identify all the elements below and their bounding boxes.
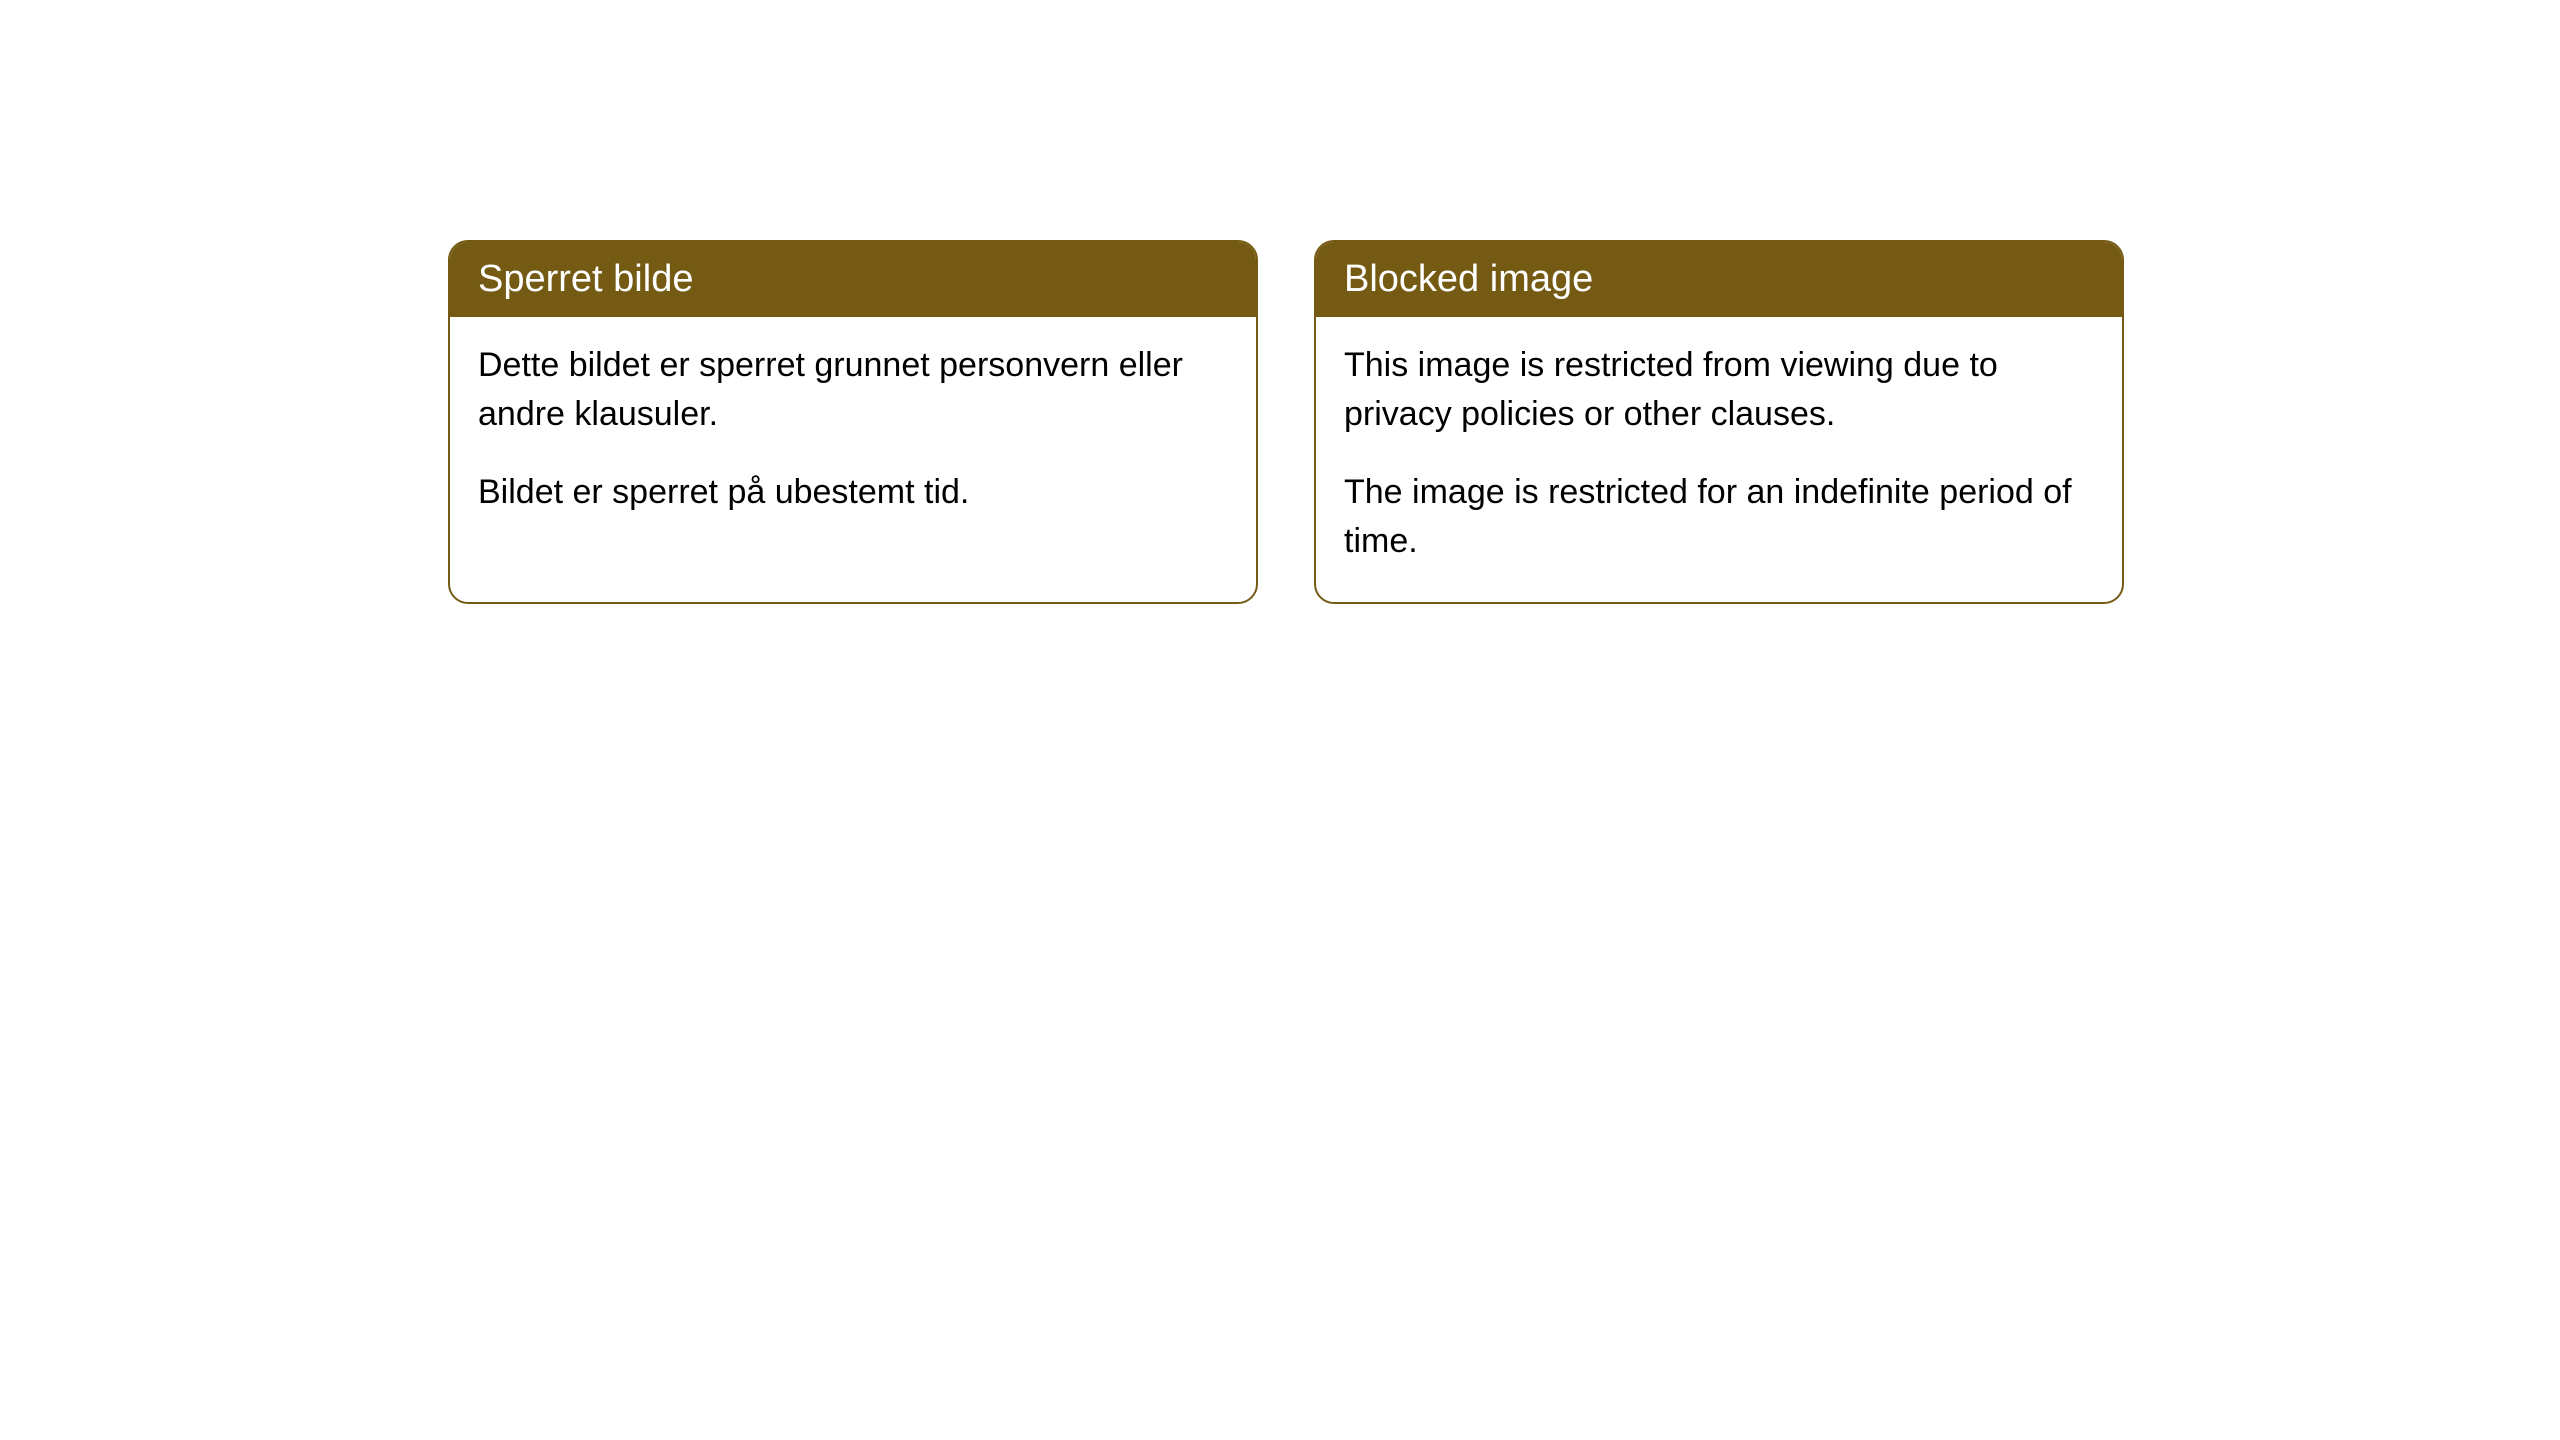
card-paragraph-2: The image is restricted for an indefinit…	[1344, 468, 2094, 567]
card-body-english: This image is restricted from viewing du…	[1316, 317, 2122, 602]
card-paragraph-1: This image is restricted from viewing du…	[1344, 341, 2094, 440]
cards-container: Sperret bilde Dette bildet er sperret gr…	[448, 240, 2124, 604]
card-header-norwegian: Sperret bilde	[450, 242, 1256, 317]
card-norwegian: Sperret bilde Dette bildet er sperret gr…	[448, 240, 1258, 604]
card-paragraph-1: Dette bildet er sperret grunnet personve…	[478, 341, 1228, 440]
card-body-norwegian: Dette bildet er sperret grunnet personve…	[450, 317, 1256, 553]
card-english: Blocked image This image is restricted f…	[1314, 240, 2124, 604]
card-paragraph-2: Bildet er sperret på ubestemt tid.	[478, 468, 1228, 517]
card-header-english: Blocked image	[1316, 242, 2122, 317]
